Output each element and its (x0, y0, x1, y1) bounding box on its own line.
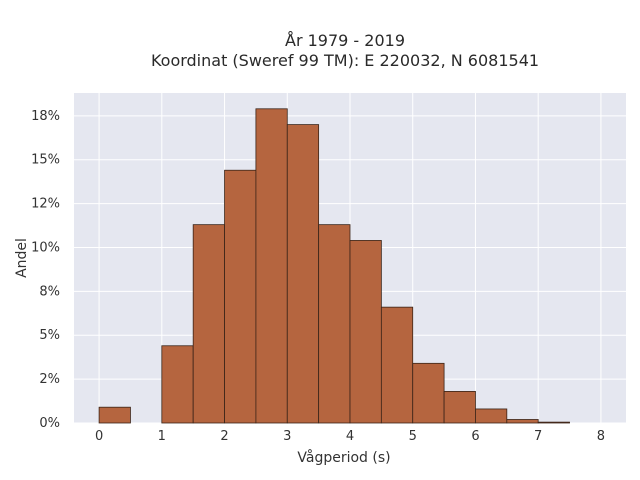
histogram-bar (537, 421, 570, 424)
x-tick-label: 5 (409, 429, 417, 444)
x-tick-label: 0 (95, 429, 103, 444)
y-tick-label: 0% (39, 416, 60, 431)
x-tick-label: 6 (471, 429, 479, 444)
histogram-bar (255, 108, 288, 424)
histogram-bar (475, 408, 508, 424)
y-tick-label: 2% (39, 372, 60, 387)
histogram-bar (224, 169, 257, 424)
histogram-bar (349, 240, 382, 424)
x-tick-label: 8 (597, 429, 605, 444)
y-tick-label: 10% (31, 240, 60, 255)
histogram-bar (380, 306, 414, 424)
histogram-bar (192, 224, 225, 424)
histogram-bar (98, 406, 131, 424)
histogram-bar (443, 391, 476, 424)
y-tick-label: 18% (31, 109, 60, 124)
histogram-bar (286, 124, 320, 424)
x-tick-label: 4 (346, 429, 354, 444)
y-tick-label: 15% (31, 153, 60, 168)
x-tick-label: 2 (220, 429, 228, 444)
y-tick-label: 5% (39, 328, 60, 343)
y-tick-label: 8% (39, 284, 60, 299)
histogram-bar (506, 419, 539, 424)
histogram-bar (412, 362, 445, 424)
chart-title-line-2: Koordinat (Sweref 99 TM): E 220032, N 60… (151, 51, 539, 70)
chart-title-line-1: År 1979 - 2019 (285, 31, 405, 50)
histogram-bar (161, 345, 194, 424)
y-tick-label: 12% (31, 197, 60, 212)
x-tick-label: 3 (283, 429, 291, 444)
y-tick-labels: 0% 2% 5% 8% 10% 12% 15% 18% (31, 109, 60, 431)
histogram-bar (318, 224, 351, 424)
x-tick-label: 7 (534, 429, 542, 444)
x-tick-label: 1 (158, 429, 166, 444)
x-axis-label: Vågperiod (s) (297, 449, 390, 466)
histogram-bars (98, 108, 570, 424)
x-tick-labels: 0 1 2 3 4 5 6 7 8 (95, 429, 605, 444)
y-axis-label: Andel (14, 238, 30, 278)
